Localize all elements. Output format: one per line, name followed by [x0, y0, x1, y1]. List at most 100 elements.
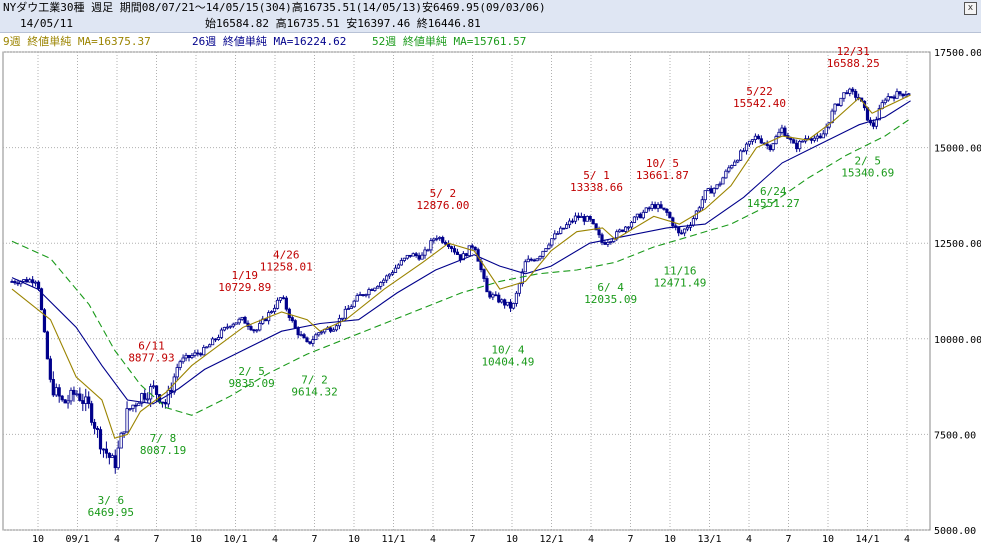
- candle-body: [621, 229, 625, 232]
- candle-body: [597, 229, 601, 236]
- candle-body: [210, 338, 215, 346]
- candle-body: [423, 249, 427, 256]
- low-annotation: 6/24: [760, 185, 787, 198]
- candle-body: [95, 427, 100, 430]
- low-annotation: 12035.09: [584, 293, 637, 306]
- candle-body: [258, 323, 262, 331]
- candle-body: [700, 199, 704, 209]
- candle-body: [562, 227, 566, 230]
- low-annotation: 6469.95: [88, 506, 134, 519]
- ma-legend: 9週 終値単純 MA=16375.37 26週 終値単純 MA=16224.62…: [0, 34, 981, 50]
- ma26-line: [11, 100, 911, 405]
- candle-body: [134, 404, 138, 407]
- low-annotation: 8087.19: [140, 444, 186, 457]
- candle-body: [494, 294, 498, 297]
- candle-body: [662, 207, 666, 210]
- ma26-legend: 26週 終値単純 MA=16224.62: [192, 35, 347, 48]
- candle-body: [293, 320, 297, 329]
- high-annotation: 1/19: [232, 269, 259, 282]
- high-annotation: 6/11: [138, 340, 165, 353]
- candle-body: [320, 331, 324, 334]
- x-tick-label: 09/1: [65, 534, 89, 545]
- candle-body: [231, 323, 235, 327]
- candle-body: [703, 190, 707, 201]
- candle-body: [529, 258, 533, 261]
- candle-body: [591, 218, 595, 225]
- candle-body: [249, 326, 253, 331]
- candle-body: [426, 249, 430, 252]
- candle-body: [889, 96, 893, 99]
- candle-body: [467, 245, 471, 257]
- candle-body: [22, 279, 26, 282]
- candle-body: [376, 285, 380, 289]
- x-tick-label: 10: [506, 534, 518, 545]
- candle-body: [163, 401, 167, 405]
- candle-body: [553, 233, 557, 240]
- candle-body: [606, 241, 610, 245]
- candle-body: [343, 308, 347, 319]
- candle-body: [482, 269, 486, 279]
- candle-body: [733, 161, 737, 166]
- candle-body: [193, 352, 197, 356]
- candle-body: [824, 126, 828, 135]
- candle-body: [886, 96, 890, 101]
- candle-body: [284, 297, 288, 310]
- low-annotation: 10/ 4: [491, 343, 524, 356]
- candle-body: [317, 332, 321, 336]
- candle-body: [449, 246, 454, 249]
- candle-body: [461, 253, 465, 261]
- candle-body: [508, 301, 513, 309]
- ohlc-bar: 14/05/11 始16584.82 高16735.51 安16397.46 終…: [0, 16, 981, 33]
- candle-body: [367, 289, 371, 296]
- candle-body: [349, 306, 353, 309]
- candle-body: [582, 216, 586, 222]
- candle-body: [408, 254, 412, 257]
- x-tick-label: 7: [153, 534, 159, 545]
- candle-body: [387, 273, 392, 277]
- candle-body: [358, 294, 362, 296]
- close-icon[interactable]: x: [964, 2, 977, 15]
- candle-body: [517, 283, 522, 294]
- candle-body: [839, 97, 843, 106]
- candle-body: [16, 282, 20, 285]
- candle-body: [544, 248, 548, 252]
- candle-body: [771, 143, 775, 151]
- candle-body: [812, 137, 817, 141]
- low-annotation: 6/ 4: [597, 281, 624, 294]
- candle-body: [208, 344, 212, 348]
- candle-body: [603, 242, 607, 245]
- candle-body: [281, 297, 286, 300]
- candle-body: [851, 88, 855, 92]
- chart-title: NYダウ工業30種 週足 期間08/07/21～14/05/15(304)高16…: [3, 1, 546, 14]
- candle-body: [34, 281, 38, 284]
- candle-body: [644, 207, 648, 213]
- high-annotation: 5/ 2: [430, 187, 457, 200]
- low-annotation: 11/16: [663, 264, 696, 277]
- candle-body: [90, 403, 94, 423]
- candle-body: [833, 103, 837, 112]
- candle-body: [730, 165, 734, 169]
- low-annotation: 7/ 2: [301, 374, 328, 387]
- candle-body: [567, 220, 572, 226]
- candle-body: [680, 232, 684, 235]
- y-tick-label: 17500.00: [934, 48, 981, 59]
- candle-body: [789, 138, 793, 141]
- candle-body: [618, 229, 622, 233]
- x-tick-label: 10: [822, 534, 834, 545]
- candle-body: [691, 218, 696, 226]
- candle-body: [570, 220, 575, 223]
- low-annotation: 9835.09: [228, 377, 274, 390]
- candle-body: [255, 329, 259, 332]
- candle-body: [125, 408, 129, 433]
- candle-body: [739, 150, 743, 161]
- candle-body: [352, 300, 356, 308]
- candle-body: [845, 92, 849, 95]
- candle-body: [305, 337, 309, 343]
- candle-body: [28, 279, 32, 283]
- candle-body: [143, 393, 147, 400]
- low-annotation: 12471.49: [653, 276, 706, 289]
- candle-body: [898, 91, 902, 95]
- candle-body: [830, 110, 834, 124]
- candle-body: [60, 395, 64, 401]
- candle-body: [264, 318, 268, 322]
